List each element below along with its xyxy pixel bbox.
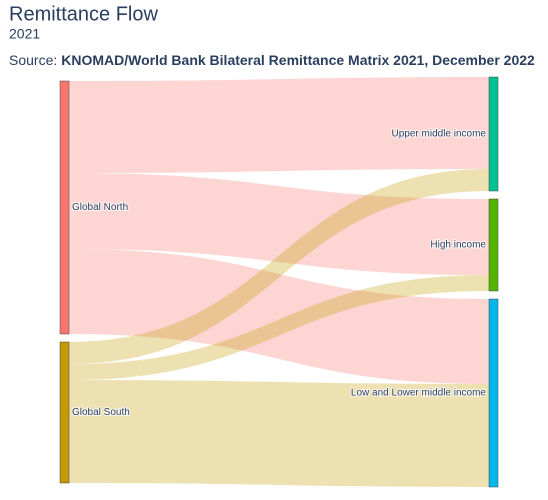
link xyxy=(69,169,489,364)
chart-subtitle: 2021 xyxy=(9,26,40,42)
link xyxy=(69,275,489,380)
node-label: Global North xyxy=(72,202,128,213)
link xyxy=(69,77,489,173)
node xyxy=(59,80,70,335)
node-label: Upper middle income xyxy=(392,129,487,140)
nodes: Global North Global South Upper middle inc… xyxy=(59,76,499,488)
node xyxy=(488,298,499,488)
source-text: KNOMAD/World Bank Bilateral Remittance M… xyxy=(61,52,535,68)
node xyxy=(488,198,499,292)
node-label: Global South xyxy=(72,407,130,418)
links xyxy=(69,77,489,487)
source-label: Source: xyxy=(9,52,57,68)
link xyxy=(69,380,489,487)
chart-title: Remittance Flow xyxy=(9,3,158,25)
source-line: Source: KNOMAD/World Bank Bilateral Remit… xyxy=(9,52,535,68)
node-label: Low and Lower middle income xyxy=(351,388,487,399)
link xyxy=(69,249,489,384)
node-label: High income xyxy=(430,240,486,251)
node xyxy=(488,76,499,192)
link xyxy=(69,173,489,275)
node xyxy=(59,341,70,484)
